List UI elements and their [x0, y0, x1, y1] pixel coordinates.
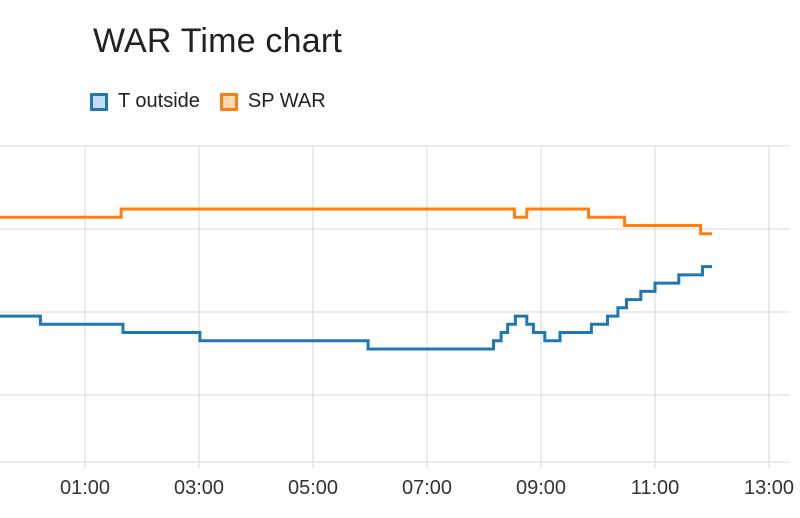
chart-title: WAR Time chart: [93, 22, 343, 60]
x-tick-label: 07:00: [402, 477, 452, 499]
legend-item-sp-war[interactable]: SP WAR: [219, 90, 326, 113]
x-tick-label: 13:00: [744, 477, 794, 499]
chart-grid: [0, 145, 790, 468]
legend-swatch-t-outside: [90, 92, 108, 111]
legend-label-sp-war: SP WAR: [247, 90, 326, 112]
x-tick-label: 01:00: [60, 477, 110, 499]
x-tick-label: 05:00: [288, 477, 338, 499]
x-tick-label: 03:00: [174, 477, 224, 499]
chart-legend: T outside SP WAR: [90, 90, 326, 113]
x-axis-ticks: 01:00 03:00 05:00 07:00 09:00 11:00 13:00: [60, 477, 794, 499]
series-line-sp-war[interactable]: [0, 207, 712, 236]
series-line-t-outside[interactable]: [0, 265, 712, 351]
legend-swatch-sp-war: [219, 92, 238, 111]
x-tick-label: 09:00: [516, 477, 566, 499]
x-tick-label: 11:00: [631, 477, 680, 499]
legend-item-t-outside[interactable]: T outside: [90, 90, 200, 113]
chart-series-layer: [0, 207, 712, 351]
legend-label-t-outside: T outside: [118, 90, 200, 112]
